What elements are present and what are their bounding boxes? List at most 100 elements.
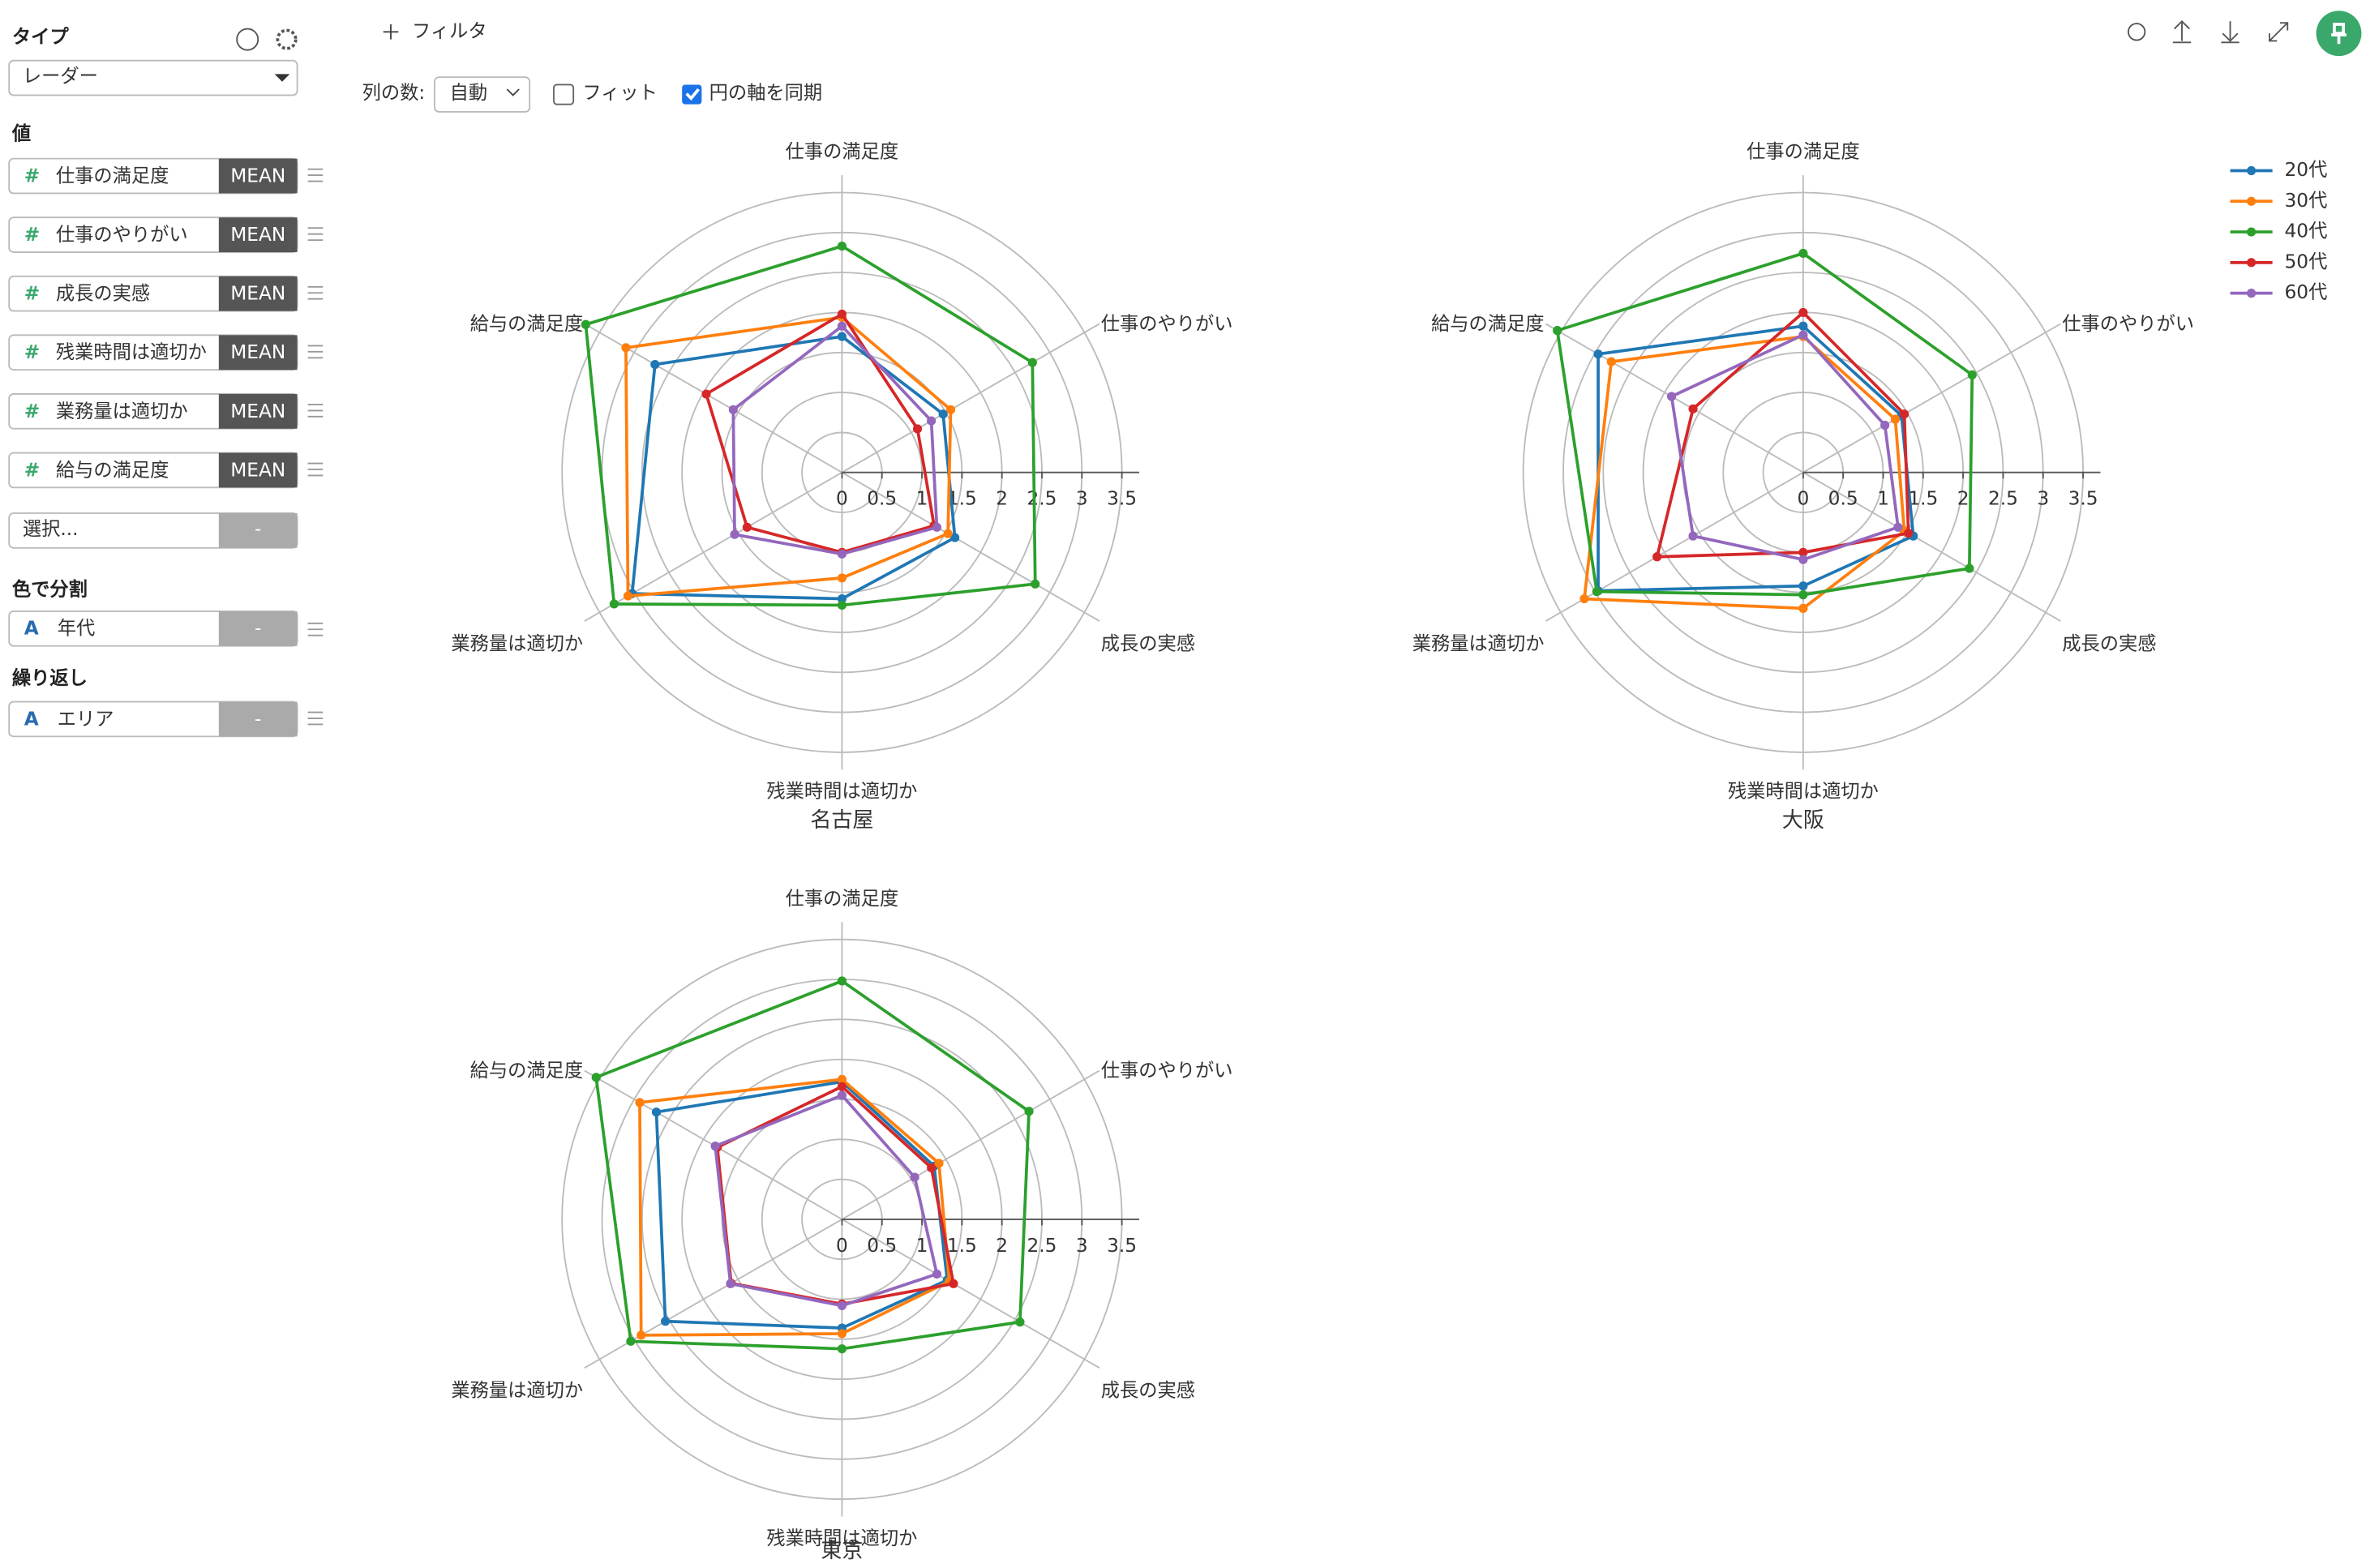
data-point <box>626 1336 636 1346</box>
drag-handle[interactable] <box>307 227 324 242</box>
series-polygon <box>1555 251 1974 597</box>
data-point <box>701 389 711 399</box>
r-tick-label: 3.5 <box>1107 1235 1137 1257</box>
axis-label: 残業時間は適切か <box>766 781 917 803</box>
data-point <box>1880 420 1890 431</box>
data-point <box>1890 414 1901 424</box>
data-point <box>1666 392 1677 401</box>
r-tick-label: 0 <box>1797 488 1809 510</box>
pin-icon <box>2331 23 2347 45</box>
agg-bg <box>218 452 298 488</box>
r-tick-label: 0.5 <box>867 1235 897 1257</box>
data-point <box>927 416 937 426</box>
value-field-agg: MEAN <box>230 165 285 186</box>
data-point <box>1592 587 1601 597</box>
data-point <box>623 591 633 601</box>
select-dash: - <box>255 518 261 540</box>
legend-dot <box>2246 289 2257 298</box>
r-tick-label: 3 <box>1076 488 1088 510</box>
series-polygon <box>630 335 957 601</box>
spoke <box>1802 323 2061 473</box>
drag-handle[interactable] <box>307 345 324 359</box>
axis-label: 成長の実感 <box>1101 1380 1195 1402</box>
series-polygon <box>1597 324 1915 593</box>
data-point <box>943 529 953 538</box>
value-field-name: 残業時間は適切か <box>56 341 207 363</box>
fit-checkbox[interactable] <box>553 84 575 105</box>
data-point <box>1893 522 1903 532</box>
sync-label: 円の軸を同期 <box>709 82 823 104</box>
axis-label: 業務量は適切か <box>451 1380 583 1402</box>
r-tick-label: 2 <box>996 1235 1008 1257</box>
data-point <box>837 1074 847 1084</box>
color-dash: - <box>255 618 261 640</box>
spoke <box>841 471 1100 622</box>
r-tick-label: 1.5 <box>947 1235 977 1257</box>
axis-label: 給与の満足度 <box>470 313 584 335</box>
data-point <box>932 1269 942 1279</box>
data-point <box>1015 1317 1025 1327</box>
spoke <box>841 1069 1100 1220</box>
filter-button[interactable]: フィルタ <box>412 20 487 42</box>
data-point <box>837 1300 847 1310</box>
data-point <box>837 1329 847 1339</box>
columns-label: 列の数: <box>362 82 426 104</box>
data-point <box>837 593 847 604</box>
data-point <box>927 1163 937 1172</box>
data-point <box>621 343 631 353</box>
select-dash-bg <box>218 512 298 548</box>
drag-handle[interactable] <box>307 711 324 726</box>
settings-icon[interactable] <box>276 28 298 50</box>
type-value: レーダー <box>23 66 98 88</box>
values-label: 値 <box>11 122 31 144</box>
value-field-agg: MEAN <box>230 341 285 363</box>
r-tick-label: 3.5 <box>2068 488 2098 510</box>
drag-handle[interactable] <box>307 168 324 182</box>
drag-handle[interactable] <box>307 404 324 418</box>
data-point <box>726 1279 735 1288</box>
axis-label: 給与の満足度 <box>470 1060 584 1082</box>
legend-label[interactable]: 50代 <box>2285 251 2328 272</box>
drag-handle[interactable] <box>307 285 324 300</box>
drag-handle[interactable] <box>307 622 324 636</box>
value-field-agg: MEAN <box>230 283 285 305</box>
upload-icon[interactable] <box>2172 19 2192 44</box>
value-field-name: 給与の満足度 <box>56 459 169 481</box>
type-select[interactable] <box>8 59 298 96</box>
legend-label[interactable]: 40代 <box>2285 221 2328 242</box>
columns-select[interactable] <box>434 76 531 113</box>
download-icon[interactable] <box>2221 21 2240 44</box>
axis-label: 仕事の満足度 <box>786 888 899 910</box>
r-tick-label: 2 <box>1957 488 1970 510</box>
agg-bg <box>218 393 298 429</box>
sync-checkbox[interactable] <box>682 84 702 105</box>
data-point <box>1606 357 1616 366</box>
data-point <box>710 1142 720 1151</box>
legend-label[interactable]: 30代 <box>2285 190 2328 212</box>
axis-label: 仕事の満足度 <box>786 141 899 163</box>
data-point <box>837 600 847 610</box>
spoke <box>841 1219 1100 1369</box>
data-point <box>609 599 619 609</box>
axis-label: 仕事のやりがい <box>1101 313 1233 335</box>
number-type-icon: # <box>24 459 40 481</box>
data-point <box>1798 248 1808 259</box>
drag-handle[interactable] <box>307 462 324 477</box>
help-icon[interactable] <box>236 28 259 51</box>
axis-label: 残業時間は適切か <box>1728 781 1879 803</box>
series-polygon <box>654 1080 949 1330</box>
data-point <box>837 321 847 331</box>
legend-label[interactable]: 60代 <box>2285 281 2328 303</box>
r-tick-label: 1 <box>1877 488 1889 510</box>
legend-label[interactable]: 20代 <box>2285 159 2328 181</box>
dropdown-arrow <box>506 88 520 96</box>
expand-icon[interactable] <box>2268 22 2289 42</box>
color-dash-bg <box>218 610 298 646</box>
repeat-dash-bg <box>218 701 298 737</box>
axis-label: 成長の実感 <box>2062 632 2156 654</box>
comment-icon[interactable] <box>2127 23 2146 41</box>
color-field: 年代 <box>58 618 96 640</box>
r-tick-label: 1.5 <box>1908 488 1938 510</box>
